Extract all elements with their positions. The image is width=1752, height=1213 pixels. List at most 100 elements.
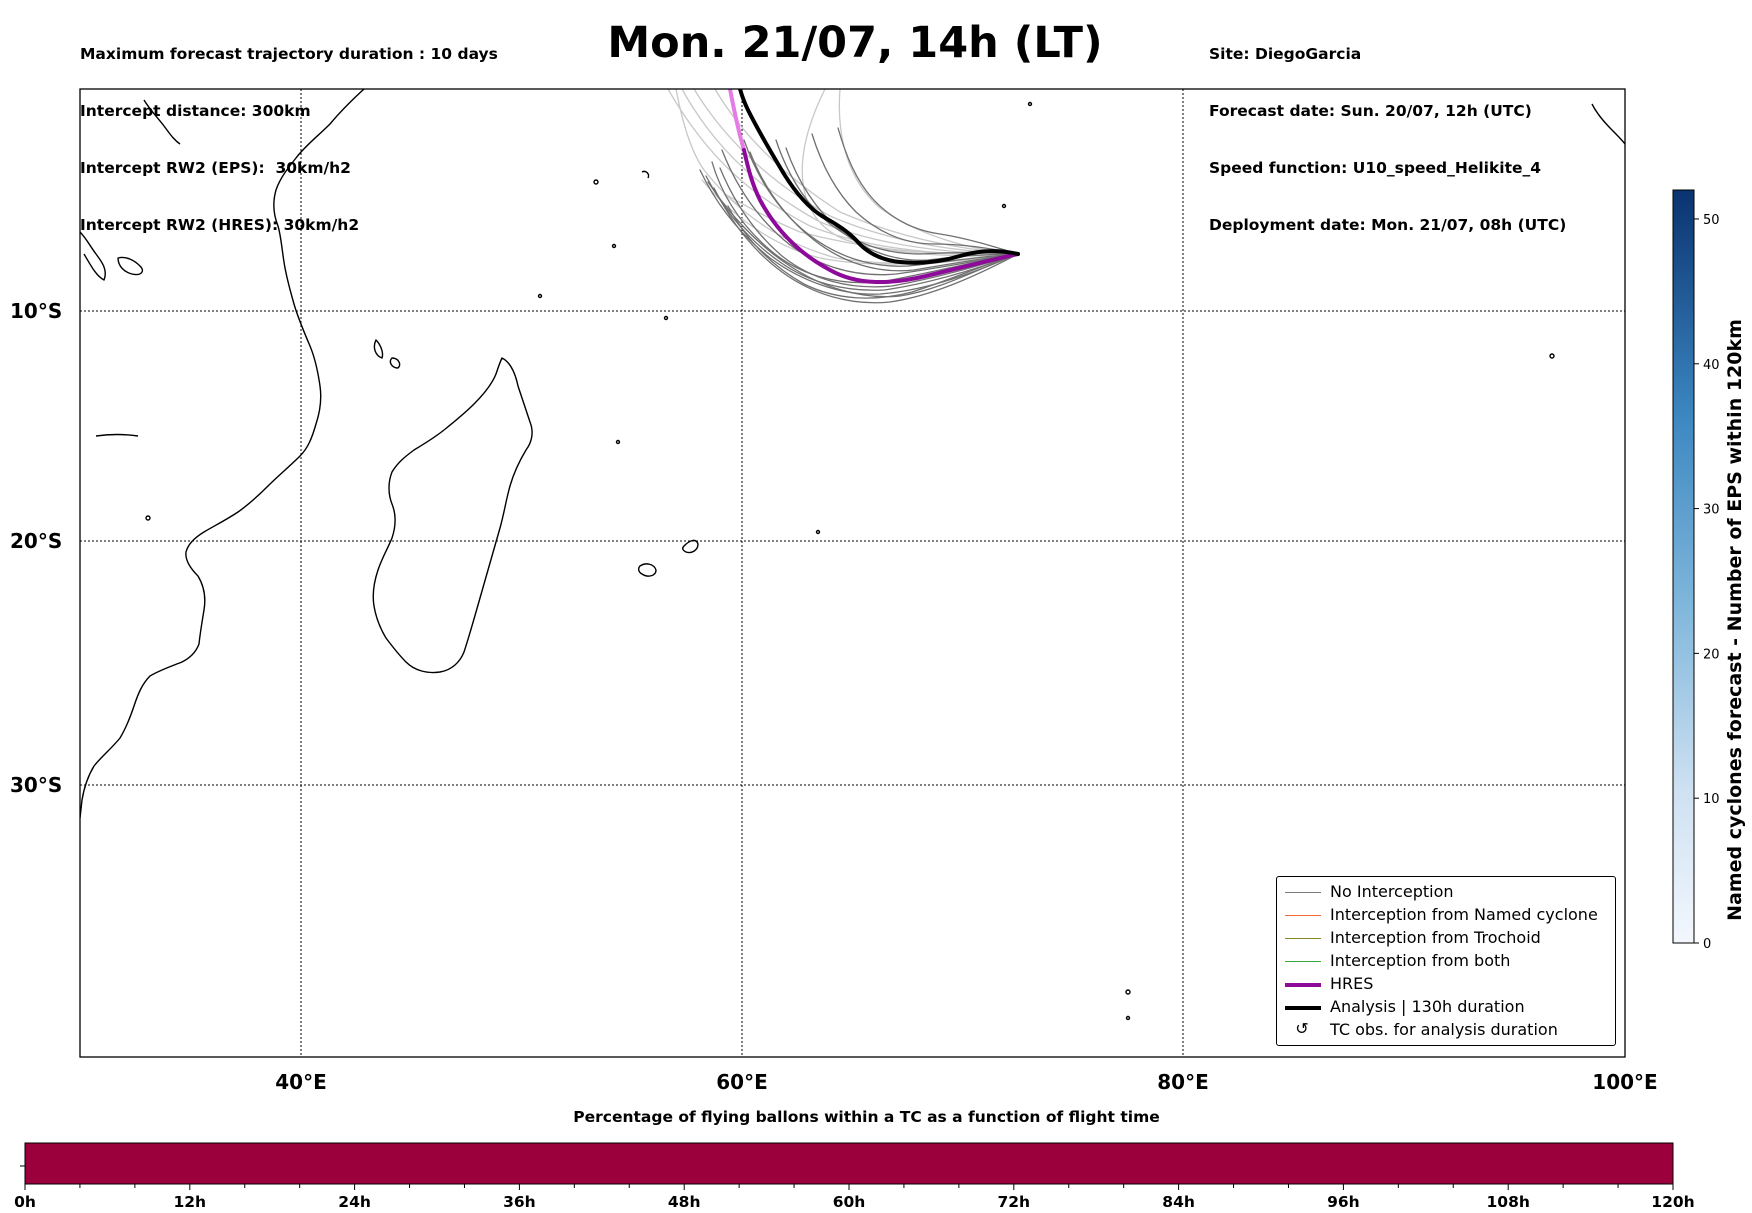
northeast-coast-fragment (1591, 103, 1625, 145)
info-line-rw2-eps: Intercept RW2 (EPS): 30km/h2 (80, 159, 351, 177)
lon-label-40e: 40°E (275, 1070, 327, 1094)
timebar-tick-label: 60h (833, 1193, 866, 1211)
timebar: 0h 12h 24h 36h 48h 60h 72h 84h 96h 108h 120h (14, 1142, 1695, 1211)
lon-label-100e: 100°E (1592, 1070, 1657, 1094)
island-dot-10 (815, 529, 821, 535)
info-line-site: Site: DiegoGarcia (1209, 45, 1362, 63)
info-line-speed-function: Speed function: U10_speed_Helikite_4 (1209, 159, 1542, 177)
comoros-island-2 (389, 357, 401, 369)
legend-line-both (1285, 961, 1321, 962)
legend-item-tc-obs: ↺ TC obs. for analysis duration (1277, 1019, 1615, 1042)
island-dot-5 (1001, 203, 1007, 209)
comoros-island-1 (373, 339, 384, 359)
island-dot-12 (145, 515, 151, 521)
north-african-coast-segment (143, 99, 181, 145)
island-dot-6 (1027, 101, 1033, 107)
timebar-tick-label: 48h (668, 1193, 701, 1211)
lat-label-10s: 10°S (10, 299, 62, 323)
map-frame (79, 88, 1626, 1058)
legend-label: Interception from both (1330, 951, 1511, 970)
info-line-intercept-distance: Intercept distance: 300km (80, 102, 311, 120)
timebar-tick-label: 12h (173, 1193, 206, 1211)
colorbar-gradient (1672, 189, 1695, 944)
ensemble-trajectory (749, 151, 1019, 272)
info-line-rw2-hres: Intercept RW2 (HRES): 30km/h2 (80, 216, 360, 234)
colorbar-tick-label: 0 (1703, 937, 1711, 952)
mauritius-island (682, 539, 699, 554)
legend-line-analysis (1285, 1006, 1321, 1010)
ensemble-trajectory (721, 149, 1019, 276)
legend-item-named-cyclone: Interception from Named cyclone (1277, 904, 1615, 927)
ensemble-trajectory (681, 89, 1019, 255)
ensemble-trajectory (675, 89, 1019, 264)
hres-trajectory-early (728, 89, 746, 152)
legend-line-trochoid (1285, 938, 1321, 939)
info-line-forecast-date: Forecast date: Sun. 20/07, 12h (UTC) (1209, 102, 1532, 120)
timebar-tick-label: 84h (1162, 1193, 1195, 1211)
forecast-info-left: Maximum forecast trajectory duration : 1… (80, 7, 498, 254)
timebar-title: Percentage of flying ballons within a TC… (573, 1108, 1160, 1126)
island-dot-4 (663, 315, 669, 321)
ensemble-trajectory (837, 127, 1019, 255)
mozambique-bay (95, 433, 139, 437)
ensemble-trajectory (811, 133, 1019, 255)
forecast-info-right: Site: DiegoGarcia Forecast date: Sun. 20… (1209, 7, 1566, 254)
ensemble-trajectory (785, 147, 1019, 261)
timebar-tick-label: 96h (1327, 1193, 1360, 1211)
ensemble-trajectory (719, 167, 1019, 288)
socotra-island (117, 256, 144, 276)
ensemble-light-trajectories (667, 89, 1019, 265)
island-dot-2 (611, 243, 617, 249)
ensemble-trajectory (699, 169, 1019, 295)
madagascar-coastline (372, 357, 533, 674)
legend-item-trochoid: Interception from Trochoid (1277, 927, 1615, 950)
timebar-tick-label: 120h (1651, 1193, 1694, 1211)
legend-line-named-cyclone (1285, 915, 1321, 916)
ensemble-trajectory (838, 89, 1019, 255)
trajectory-bundle (667, 89, 1020, 304)
lat-label-20s: 20°S (10, 529, 62, 553)
legend-label: Interception from Trochoid (1330, 928, 1541, 947)
map-gridlines (80, 89, 1625, 1057)
timebar-tick-label: 36h (503, 1193, 536, 1211)
legend-line-hres (1285, 983, 1321, 987)
page-title: Mon. 21/07, 14h (LT) (607, 18, 1103, 68)
tc-obs-icon: ↺ (1295, 1019, 1309, 1038)
ensemble-trajectory (713, 187, 1019, 304)
analysis-trajectory (738, 89, 1020, 265)
legend-item-both: Interception from both (1277, 950, 1615, 973)
island-dot-1 (593, 179, 599, 185)
island-dot-3 (537, 293, 543, 299)
colorbar-tick-label: 20 (1703, 647, 1720, 662)
legend-line-no-interception (1285, 892, 1321, 893)
ensemble-trajectory (714, 89, 1019, 255)
ensemble-trajectory (801, 89, 1019, 257)
timebar-tick-label: 108h (1487, 1193, 1530, 1211)
legend-label: TC obs. for analysis duration (1330, 1020, 1558, 1039)
legend-item-hres: HRES (1277, 973, 1615, 996)
legend-item-no-interception: No Interception (1277, 881, 1615, 904)
legend-label: Analysis | 130h duration (1330, 997, 1525, 1016)
lon-label-80e: 80°E (1157, 1070, 1209, 1094)
info-line-deployment-date: Deployment date: Mon. 21/07, 08h (UTC) (1209, 216, 1567, 234)
legend-label: No Interception (1330, 882, 1454, 901)
info-line-max-duration: Maximum forecast trajectory duration : 1… (80, 45, 498, 63)
lat-label-30s: 30°S (10, 773, 62, 797)
colorbar: 0 10 20 30 40 50 (1672, 189, 1720, 952)
island-dot-8 (1125, 989, 1131, 995)
timebar-ticks: 0h 12h 24h 36h 48h 60h 72h 84h 96h 108h 120h (14, 1184, 1695, 1211)
ensemble-trajectory (727, 205, 1019, 299)
timebar-fill (24, 1142, 1674, 1185)
island-dot-9 (1125, 1015, 1131, 1021)
lon-label-60e: 60°E (716, 1070, 768, 1094)
ensemble-trajectory (693, 89, 1019, 255)
africa-coastline (80, 89, 365, 819)
ensemble-dark-trajectories (699, 127, 1019, 304)
island-dot-11 (615, 439, 621, 445)
legend-label: HRES (1330, 974, 1374, 993)
colorbar-label: Named cyclones forecast - Number of EPS … (1724, 319, 1746, 921)
reunion-island (637, 563, 657, 577)
legend-label: Interception from Named cyclone (1330, 905, 1598, 924)
legend: No Interception Interception from Named … (1276, 876, 1616, 1046)
